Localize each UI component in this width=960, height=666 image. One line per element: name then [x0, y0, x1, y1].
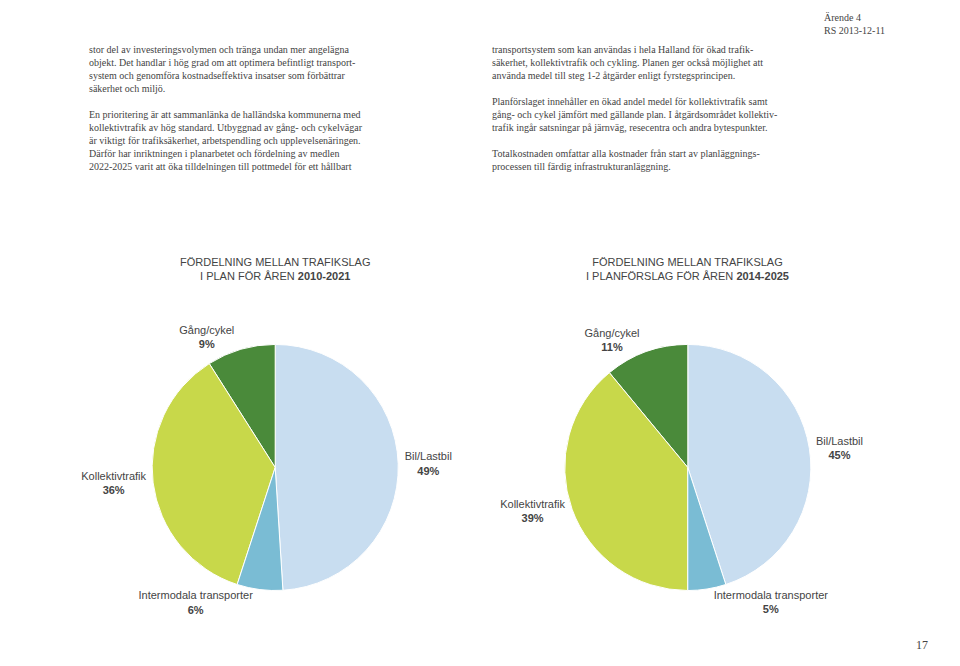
svg-text:Kollektivtrafik36%: Kollektivtrafik36%	[81, 470, 146, 496]
svg-text:Gång/cykel11%: Gång/cykel11%	[585, 327, 640, 353]
svg-text:Kollektivtrafik39%: Kollektivtrafik39%	[500, 498, 565, 524]
svg-text:Intermodala transporter5%: Intermodala transporter5%	[714, 589, 829, 615]
svg-text:stor del av investeringsvolyme: stor del av investeringsvolymen och trän…	[89, 44, 363, 172]
svg-text:transportsystem som kan använd: transportsystem som kan användas i hela …	[492, 44, 777, 172]
svg-text:Intermodala transporter6%: Intermodala transporter6%	[139, 589, 254, 615]
svg-text:Ärende 4RS 2013-12-11: Ärende 4RS 2013-12-11	[824, 12, 885, 36]
svg-text:17: 17	[916, 638, 928, 652]
svg-text:FÖRDELNING MELLAN TRAFIKSLAGI: FÖRDELNING MELLAN TRAFIKSLAGI PLANFÖRSLA…	[586, 256, 789, 282]
svg-text:Bil/Lastbil45%: Bil/Lastbil45%	[816, 435, 863, 461]
svg-text:FÖRDELNING MELLAN TRAFIKSLAGI: FÖRDELNING MELLAN TRAFIKSLAGI PLAN FÖR Å…	[180, 256, 371, 282]
svg-text:Gång/cykel9%: Gång/cykel9%	[179, 324, 234, 350]
svg-text:Bil/Lastbil49%: Bil/Lastbil49%	[405, 450, 452, 476]
